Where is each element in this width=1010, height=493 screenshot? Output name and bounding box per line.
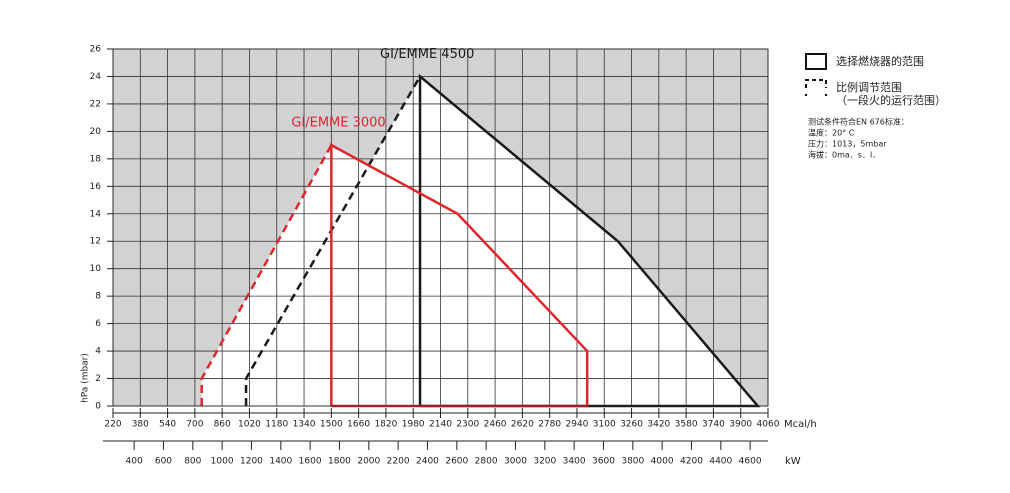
x-tick-label: 1980	[402, 420, 425, 430]
x2-axis-label: kW	[785, 456, 801, 467]
legend-label: （一段火的运行范围）	[836, 93, 946, 107]
y-tick-label: 8	[95, 292, 101, 302]
y-tick-label: 2	[95, 374, 101, 384]
legend-swatch-solid	[805, 53, 827, 70]
x2-tick-label: 800	[184, 457, 201, 467]
x2-tick-label: 3800	[621, 457, 644, 467]
x-tick-label: 1820	[374, 420, 397, 430]
y-tick-label: 16	[90, 182, 102, 192]
x-axis-label: Mcal/h	[784, 419, 817, 430]
x-tick-label: 2460	[484, 420, 507, 430]
x2-tick-label: 3000	[504, 457, 527, 467]
x2-tick-label: 2800	[475, 457, 498, 467]
y-tick-label: 18	[90, 154, 102, 164]
range-dashed	[244, 75, 422, 406]
x-tick-label: 4060	[757, 420, 780, 430]
range-area	[201, 145, 588, 406]
y-tick-label: 14	[90, 209, 102, 219]
x-tick-label: 2300	[456, 420, 479, 430]
x2-tick-label: 3600	[592, 457, 615, 467]
x-tick-label: 3740	[702, 420, 725, 430]
legend-label: 比例调节范围	[836, 80, 902, 94]
range-dashed	[200, 144, 333, 406]
x2-tick-label: 1000	[211, 457, 234, 467]
y-tick-label: 22	[90, 99, 101, 109]
note: 海拔：0ma．s．l．	[808, 150, 880, 160]
y-tick-label: 6	[95, 319, 101, 329]
x2-tick-label: 4600	[739, 457, 762, 467]
x-tick-label: 1500	[320, 420, 343, 430]
x-tick-label: 540	[159, 420, 176, 430]
x-tick-label: 3900	[729, 420, 752, 430]
y-tick-label: 24	[90, 72, 102, 82]
x2-tick-label: 2400	[416, 457, 439, 467]
x-tick-label: 1180	[265, 420, 288, 430]
x-tick-label: 1020	[238, 420, 261, 430]
plot-frame	[112, 48, 769, 407]
x2-tick-label: 3200	[533, 457, 556, 467]
x2-tick-label: 2200	[387, 457, 410, 467]
y-tick-label: 26	[90, 45, 102, 55]
x-tick-label: 1340	[293, 420, 316, 430]
x2-tick-label: 600	[155, 457, 172, 467]
note: 温度：20° C	[808, 128, 855, 138]
series-label: GI/EMME 4500	[380, 47, 474, 62]
y-tick-label: 20	[90, 127, 102, 137]
x-tick-label: 3260	[620, 420, 643, 430]
x2-tick-label: 400	[126, 457, 143, 467]
x2-tick-label: 4400	[709, 457, 732, 467]
y-axis-label: hPa (mbar)	[81, 353, 91, 403]
note: 压力：1013，5mbar	[808, 139, 887, 149]
x2-tick-label: 1800	[328, 457, 351, 467]
x-tick-label: 3100	[593, 420, 616, 430]
series-label: GI/EMME 3000	[291, 116, 385, 131]
x-tick-label: 860	[214, 420, 231, 430]
legend-swatch-dashed	[805, 79, 827, 96]
x-tick-label: 700	[186, 420, 203, 430]
x-tick-label: 2780	[538, 420, 561, 430]
x-tick-label: 3580	[675, 420, 698, 430]
x2-tick-label: 1200	[240, 457, 263, 467]
x2-tick-label: 3400	[563, 457, 586, 467]
x2-tick-label: 1600	[299, 457, 322, 467]
legend-label: 选择燃烧器的范围	[836, 54, 924, 68]
x-tick-label: 3420	[647, 420, 670, 430]
x2-tick-label: 2000	[357, 457, 380, 467]
x2-tick-label: 2600	[445, 457, 468, 467]
note: 测试条件符合EN 676标准：	[808, 117, 909, 127]
y-tick-label: 12	[90, 237, 101, 247]
x-tick-label: 220	[104, 420, 121, 430]
y-tick-label: 0	[95, 402, 101, 412]
x-tick-label: 1660	[347, 420, 370, 430]
x2-tick-label: 4000	[651, 457, 674, 467]
y-tick-label: 10	[90, 264, 102, 274]
x-tick-label: 380	[132, 420, 149, 430]
x-tick-label: 2940	[566, 420, 589, 430]
x2-tick-label: 1400	[269, 457, 292, 467]
x-tick-label: 2140	[429, 420, 452, 430]
x-tick-label: 2620	[511, 420, 534, 430]
y-tick-label: 4	[95, 347, 101, 357]
x2-tick-label: 4200	[680, 457, 703, 467]
